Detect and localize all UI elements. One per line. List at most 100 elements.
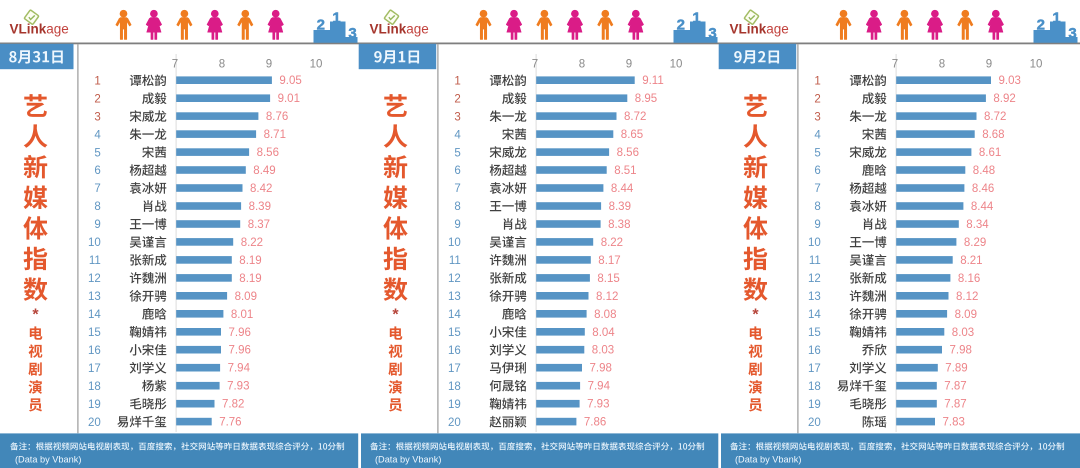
svg-text:(Data by Vbank): (Data by Vbank) [15, 455, 81, 465]
svg-text:7.89: 7.89 [945, 363, 967, 375]
svg-text:14: 14 [448, 309, 461, 321]
svg-text:19: 19 [808, 399, 821, 411]
svg-text:8.03: 8.03 [952, 327, 974, 339]
svg-text:7.94: 7.94 [588, 381, 611, 393]
svg-text:15: 15 [88, 327, 101, 339]
svg-text:11: 11 [449, 255, 461, 267]
svg-text:8.09: 8.09 [235, 291, 257, 303]
svg-text:3: 3 [814, 111, 820, 123]
svg-text:14: 14 [88, 309, 101, 321]
svg-text:2: 2 [677, 17, 685, 34]
svg-text:4: 4 [94, 129, 101, 141]
svg-text:2: 2 [814, 93, 820, 105]
svg-text:8.65: 8.65 [621, 129, 643, 141]
svg-text:3: 3 [454, 111, 460, 123]
svg-text:8: 8 [579, 59, 585, 71]
svg-text:14: 14 [808, 309, 821, 321]
svg-text:8.42: 8.42 [250, 183, 272, 195]
svg-text:2: 2 [94, 93, 100, 105]
svg-text:6: 6 [814, 165, 820, 177]
svg-text:18: 18 [88, 381, 101, 393]
svg-text:8.44: 8.44 [611, 183, 634, 195]
svg-text:VLinkage: VLinkage [10, 22, 69, 37]
svg-text:12: 12 [808, 273, 821, 285]
svg-text:7.96: 7.96 [229, 345, 251, 357]
svg-text:19: 19 [88, 399, 101, 411]
svg-text:8.19: 8.19 [239, 255, 261, 267]
svg-text:9: 9 [454, 219, 460, 231]
svg-text:8.22: 8.22 [241, 237, 263, 249]
svg-text:9: 9 [986, 59, 992, 71]
svg-text:1: 1 [94, 75, 100, 87]
svg-text:7.86: 7.86 [584, 417, 606, 429]
svg-text:(Data by Vbank): (Data by Vbank) [375, 455, 441, 465]
svg-text:8.95: 8.95 [635, 93, 657, 105]
svg-text:(Data by Vbank): (Data by Vbank) [735, 455, 801, 465]
svg-text:1: 1 [454, 75, 460, 87]
svg-text:1: 1 [1052, 9, 1060, 26]
svg-text:15: 15 [448, 327, 461, 339]
svg-text:9: 9 [94, 219, 100, 231]
svg-text:12: 12 [88, 273, 101, 285]
svg-text:7.83: 7.83 [943, 417, 965, 429]
svg-text:12: 12 [448, 273, 461, 285]
svg-text:7.98: 7.98 [950, 345, 972, 357]
svg-text:VLinkage: VLinkage [370, 22, 429, 37]
svg-text:8: 8 [939, 59, 945, 71]
svg-text:8.44: 8.44 [971, 201, 994, 213]
svg-text:10: 10 [88, 237, 101, 249]
svg-text:17: 17 [448, 363, 461, 375]
svg-text:13: 13 [448, 291, 461, 303]
svg-text:20: 20 [808, 417, 821, 429]
svg-text:3: 3 [708, 25, 716, 42]
svg-text:6: 6 [94, 165, 100, 177]
svg-text:8.19: 8.19 [239, 273, 261, 285]
svg-text:6: 6 [454, 165, 460, 177]
svg-text:8: 8 [454, 201, 460, 213]
svg-text:*: * [32, 307, 39, 324]
svg-text:7: 7 [892, 59, 898, 71]
svg-text:19: 19 [448, 399, 461, 411]
svg-text:5: 5 [454, 147, 460, 159]
svg-text:8.49: 8.49 [253, 165, 275, 177]
svg-text:15: 15 [808, 327, 821, 339]
svg-text:8.72: 8.72 [624, 111, 646, 123]
svg-text:9.01: 9.01 [278, 93, 300, 105]
svg-text:8.48: 8.48 [973, 165, 995, 177]
svg-text:1: 1 [814, 75, 820, 87]
svg-text:7.87: 7.87 [944, 381, 966, 393]
svg-text:7.98: 7.98 [590, 363, 612, 375]
svg-text:8: 8 [814, 201, 820, 213]
svg-text:8.03: 8.03 [592, 345, 614, 357]
svg-text:1: 1 [332, 9, 340, 26]
svg-text:17: 17 [88, 363, 101, 375]
svg-text:8.92: 8.92 [993, 93, 1015, 105]
svg-text:8.21: 8.21 [960, 255, 982, 267]
svg-text:10: 10 [448, 237, 461, 249]
svg-text:10: 10 [1030, 59, 1043, 71]
svg-text:9: 9 [266, 59, 272, 71]
svg-text:8.17: 8.17 [598, 255, 620, 267]
svg-text:8.22: 8.22 [601, 237, 623, 249]
svg-text:3: 3 [1068, 25, 1076, 42]
svg-text:16: 16 [808, 345, 821, 357]
svg-text:8.61: 8.61 [979, 147, 1001, 159]
svg-text:9.03: 9.03 [999, 75, 1021, 87]
svg-text:10: 10 [808, 237, 821, 249]
svg-text:5: 5 [814, 147, 820, 159]
svg-text:8.71: 8.71 [264, 129, 286, 141]
svg-text:8.76: 8.76 [266, 111, 288, 123]
svg-text:*: * [392, 307, 399, 324]
svg-text:8.51: 8.51 [614, 165, 636, 177]
svg-text:8: 8 [219, 59, 225, 71]
svg-text:8.37: 8.37 [248, 219, 270, 231]
svg-text:*: * [752, 307, 759, 324]
svg-text:7: 7 [172, 59, 178, 71]
svg-text:7.93: 7.93 [227, 381, 249, 393]
svg-text:16: 16 [448, 345, 461, 357]
svg-text:9.11: 9.11 [642, 75, 664, 87]
svg-text:11: 11 [89, 255, 101, 267]
svg-text:8.38: 8.38 [608, 219, 630, 231]
svg-text:2: 2 [1037, 17, 1045, 34]
svg-text:7.87: 7.87 [944, 399, 966, 411]
